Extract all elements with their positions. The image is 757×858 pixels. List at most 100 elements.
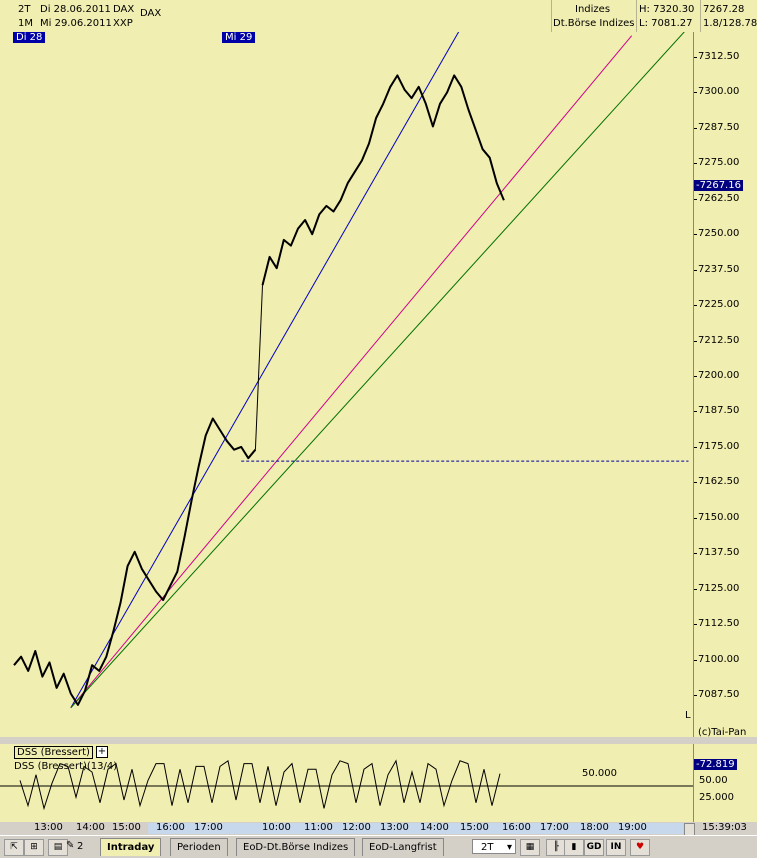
price-tick-mark (694, 376, 697, 377)
time-scroll-track[interactable] (148, 823, 683, 834)
scale-mode-label[interactable]: L (685, 710, 691, 721)
period-select-value: 2T (481, 842, 494, 853)
price-tick-label: 7200.00 (698, 370, 740, 381)
price-tick-label: 7312.50 (698, 51, 740, 62)
price-tick-label: 7237.50 (698, 263, 740, 275)
oscillator-tick: 25.000 (699, 792, 734, 803)
time-label: 16:00 (502, 822, 531, 833)
pen-icon[interactable]: ✎ (66, 840, 75, 851)
in-button[interactable]: IN (606, 839, 626, 856)
favorites-icon[interactable]: ♥ (630, 839, 650, 856)
price-tick-label: 7100.00 (698, 653, 740, 665)
trend-green-line (70, 32, 685, 709)
bar-chart-icon[interactable]: ╟ (546, 839, 566, 856)
price-axis: 7312.50 7300.00 7287.50 7275.00 7262.50 7250.… (693, 32, 757, 738)
price-tick-mark (694, 340, 697, 342)
period-select[interactable]: 2T ▾ (472, 839, 516, 854)
price-tick-mark (694, 57, 697, 58)
header-low: L: 7081.27 (639, 18, 693, 29)
time-labels: 13:00 14:00 15:00 16:00 17:00 10:00 11:00 12:00… (0, 822, 693, 835)
oscillator-line (19, 759, 501, 811)
header-index-name: DAX (140, 8, 162, 19)
oscillator-legend[interactable]: DSS (Bressert) (14, 746, 93, 759)
price-tick-mark (694, 446, 697, 448)
time-label: 18:00 (580, 822, 609, 833)
price-tick-label: 7300.00 (698, 86, 740, 98)
time-label: 12:00 (342, 822, 371, 833)
time-axis: 13:00 14:00 15:00 16:00 17:00 10:00 11:00 12:00… (0, 822, 757, 836)
price-tick-label: 7137.50 (698, 547, 740, 559)
chevron-down-icon: ▾ (506, 842, 512, 853)
oscillator-tick: 50.00 (699, 775, 728, 786)
chart-header: 2T Di 28.06.2011 DAX 1M Mi 29.06.2011 XX… (0, 0, 757, 33)
tab-eod-indizes[interactable]: EoD-Dt.Börse Indizes (236, 838, 356, 856)
time-label: 10:00 (262, 822, 291, 833)
tab-intraday[interactable]: Intraday (100, 838, 162, 856)
price-tick-mark (694, 624, 697, 626)
header-date-2: Mi 29.06.2011 (40, 18, 112, 29)
header-exchange: Dt.Börse Indizes (553, 18, 635, 29)
time-label: 17:00 (194, 822, 223, 833)
time-label: 17:00 (540, 822, 569, 833)
gd-button[interactable]: GD (584, 839, 604, 856)
time-label: 14:00 (420, 822, 449, 833)
price-tick-mark (694, 517, 697, 519)
price-tick-label: 7287.50 (698, 121, 740, 133)
time-label: 11:00 (304, 822, 333, 833)
header-change: 1.8/128.78 (703, 18, 757, 29)
time-label: 19:00 (618, 822, 647, 833)
price-tick-label: 7162.50 (698, 476, 740, 488)
price-tick-mark (694, 163, 697, 165)
pane-separator[interactable] (0, 737, 757, 744)
time-label: 16:00 (156, 822, 185, 833)
tab-eod-langfrist[interactable]: EoD-Langfrist (362, 838, 444, 856)
copyright-label: (c)Tai-Pan (698, 727, 747, 738)
price-chart[interactable]: Di 28 Mi 29 L (0, 32, 693, 737)
price-tick-label: 7087.50 (698, 689, 740, 700)
price-line-segment (261, 74, 505, 286)
chart-style-icon[interactable]: ▦ (520, 839, 540, 856)
price-tick-mark (694, 127, 697, 129)
day-badge: Mi 29 (222, 32, 256, 43)
price-tick-label: 7262.50 (698, 192, 740, 204)
header-code-1: DAX (113, 4, 135, 15)
header-high: H: 7320.30 (639, 4, 695, 15)
header-divider (700, 0, 701, 32)
price-tick-mark (694, 659, 697, 661)
price-tick-label: 7175.00 (698, 440, 740, 452)
candle-chart-icon[interactable]: ▮ (564, 839, 584, 856)
clock: 15:39:03 (702, 822, 747, 833)
oscillator-pane[interactable]: DSS (Bressert) + DSS (Bressert)(13/4) 50… (0, 744, 693, 822)
time-label: 15:00 (112, 822, 141, 833)
oscillator-axis: -72.819 50.00 25.000 (693, 744, 757, 822)
price-tick-label: 7250.00 (698, 228, 740, 240)
price-tick-label: 7212.50 (698, 334, 740, 346)
price-tick-mark (694, 305, 697, 307)
price-tick-mark (694, 92, 697, 94)
price-tick-label: 7112.50 (698, 618, 740, 630)
price-tick-mark (694, 234, 697, 236)
status-bar: ⇱ ⊞ ▤ ✎ 2 Intraday Perioden EoD-Dt.Börse… (0, 835, 757, 858)
time-label: 14:00 (76, 822, 105, 833)
price-tick-mark (694, 482, 697, 484)
draw-tool-icon[interactable]: ⇱ (4, 839, 24, 856)
header-date-1: Di 28.06.2011 (40, 4, 111, 15)
layout-icon[interactable]: ⊞ (24, 839, 44, 856)
day-badge: Di 28 (13, 32, 46, 43)
price-tick-mark (694, 269, 697, 271)
oscillator-canvas[interactable] (0, 744, 693, 822)
document-icon[interactable]: ▤ (48, 839, 68, 856)
current-price-marker: -7267.16 (694, 179, 743, 191)
price-chart-canvas[interactable] (0, 32, 693, 737)
header-divider (551, 0, 552, 32)
oscillator-level-label: 50.000 (582, 768, 617, 779)
price-tick-label: 7125.00 (698, 582, 740, 594)
time-label: 13:00 (34, 822, 63, 833)
price-tick-label: 7187.50 (698, 405, 740, 417)
price-line-segment (13, 417, 257, 706)
tab-perioden[interactable]: Perioden (170, 838, 228, 856)
header-group: Indizes (575, 4, 611, 15)
oscillator-label: DSS (Bressert)(13/4) (14, 761, 118, 772)
price-tick-mark (694, 695, 697, 696)
add-indicator-icon[interactable]: + (96, 746, 108, 758)
